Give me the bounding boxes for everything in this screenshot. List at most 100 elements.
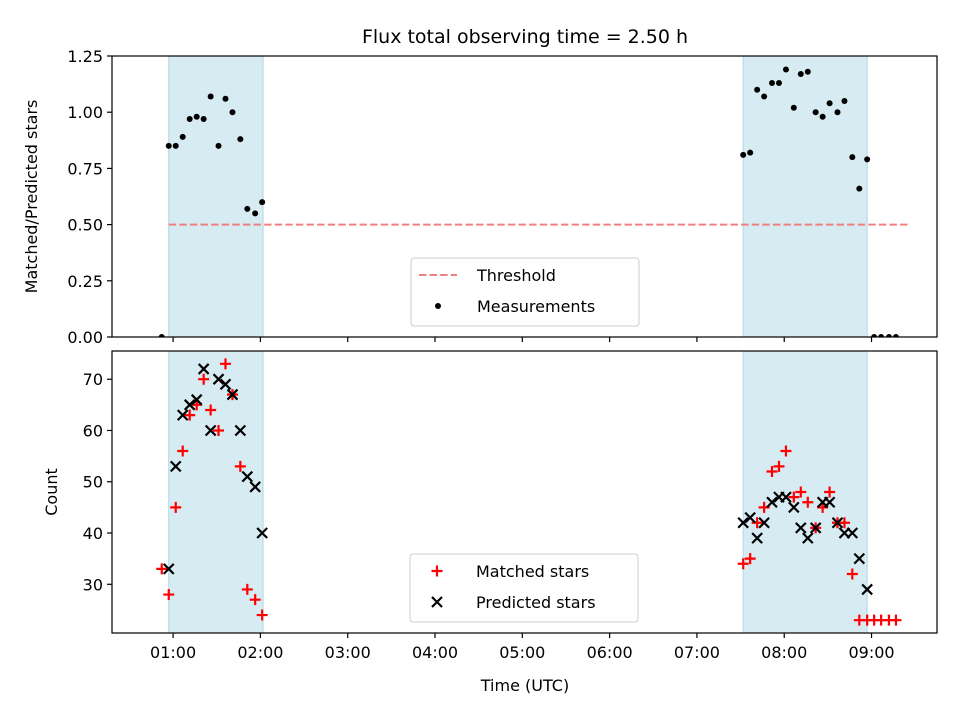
measurement-point [856, 185, 863, 192]
matched-star-point [838, 517, 850, 529]
measurement-point [826, 100, 833, 107]
measurement-point [864, 156, 871, 163]
x-tick-label: 03:00 [325, 643, 371, 662]
measurement-point [740, 151, 747, 158]
measurement-point [804, 68, 811, 75]
measurement-point [834, 109, 841, 116]
y-tick-label: 1.00 [67, 103, 103, 122]
predicted-star-point [169, 460, 182, 473]
axes-frame [111, 350, 938, 634]
matched-star-point [219, 358, 231, 370]
predicted-star-point [766, 496, 778, 509]
predicted-star-point [795, 522, 807, 534]
x-axis-label: Time (UTC) [480, 676, 569, 695]
measurement-point [841, 97, 848, 104]
predicted-star-point [190, 393, 203, 406]
measurement-point [892, 334, 899, 337]
matched-star-point [737, 558, 749, 570]
matched-star-point [234, 460, 246, 472]
top-panel: 0.00 0.25 0.50 0.75 1.00 1.25 Matched/Predicte… [22, 47, 938, 347]
matched-star-point [890, 614, 902, 626]
measurement-point [222, 95, 229, 102]
legend-label: Threshold [476, 266, 556, 285]
predicted-star-point [780, 491, 792, 503]
predicted-star-point [183, 399, 196, 411]
predicted-star-point [788, 501, 800, 514]
matched-star-point [802, 496, 814, 508]
measurement-point [186, 115, 193, 122]
predicted-star-point [737, 516, 749, 529]
measurement-point [244, 205, 251, 212]
predicted-star-point [846, 527, 859, 539]
matched-star-point [170, 501, 182, 513]
measurement-point [158, 334, 165, 337]
predicted-star-point [256, 527, 268, 539]
x-tick-label: 09:00 [848, 643, 894, 662]
matched-star-point [241, 583, 253, 595]
predicted-star-point [249, 481, 261, 493]
measurement-point [782, 66, 789, 73]
bottom-panel: 30 40 50 60 70 01:00 02:00 03:00 04:00 05:00 06:00… [42, 350, 938, 662]
measurement-point [754, 86, 761, 93]
y-tick-label: 0.75 [67, 159, 103, 178]
legend-label: Matched stars [476, 562, 589, 581]
legend-predicted-swatch [431, 596, 443, 608]
measurement-point [179, 133, 186, 140]
plot-area [156, 358, 902, 626]
measurement-point [871, 334, 878, 337]
matched-star-point [751, 517, 763, 529]
measurement-point [819, 113, 826, 120]
y-tick-label: 60 [83, 421, 103, 440]
observing-window-1 [168, 55, 264, 338]
matched-star-point [198, 373, 210, 385]
measurement-point [207, 93, 214, 100]
legend: Matched stars Predicted stars [409, 553, 639, 623]
measurement-point [790, 104, 797, 111]
predicted-star-point [212, 373, 225, 385]
y-tick-label: 0.50 [67, 216, 103, 235]
predicted-star-point [226, 388, 239, 401]
y-tick-label: 0.25 [67, 272, 103, 291]
observing-window-1 [168, 350, 264, 634]
matched-star-point [163, 589, 175, 601]
y-axis-label: Count [42, 468, 61, 516]
predicted-star-point [853, 552, 866, 565]
predicted-star-point [758, 516, 770, 529]
x-tick-label: 02:00 [237, 643, 283, 662]
x-tick-label: 07:00 [674, 643, 720, 662]
matched-star-point [846, 568, 858, 580]
measurement-point [193, 113, 200, 120]
predicted-star-point [204, 424, 217, 437]
predicted-star-point [241, 470, 254, 483]
predicted-star-point [176, 409, 189, 421]
measurement-point [775, 79, 782, 86]
measurement-point [172, 142, 179, 149]
predicted-star-point [234, 424, 247, 437]
measurement-point [812, 109, 819, 116]
legend-matched-swatch [431, 565, 443, 577]
predicted-star-point [197, 363, 210, 375]
legend-measurement-swatch [435, 303, 441, 309]
measurement-point [878, 334, 885, 337]
matched-star-point [256, 609, 268, 621]
matched-star-point [766, 465, 778, 477]
y-tick-label: 1.25 [67, 47, 103, 66]
y-tick-label: 0.00 [67, 328, 103, 347]
measurement-point [885, 334, 892, 337]
matched-star-point [795, 486, 807, 498]
x-tick-label: 06:00 [587, 643, 633, 662]
chart-title: Flux total observing time = 2.50 h [362, 26, 688, 48]
measurement-point [259, 199, 266, 206]
matched-star-point [205, 404, 217, 416]
matched-star-point [249, 594, 261, 606]
matched-star-point [773, 460, 785, 472]
predicted-star-point [831, 516, 844, 529]
predicted-star-point [809, 522, 822, 534]
matched-star-point [156, 563, 168, 575]
matched-star-point [780, 445, 792, 457]
matched-star-point [788, 491, 800, 503]
matched-star-point [824, 486, 836, 498]
y-tick-label: 40 [83, 524, 103, 543]
predicted-star-point [744, 511, 756, 524]
